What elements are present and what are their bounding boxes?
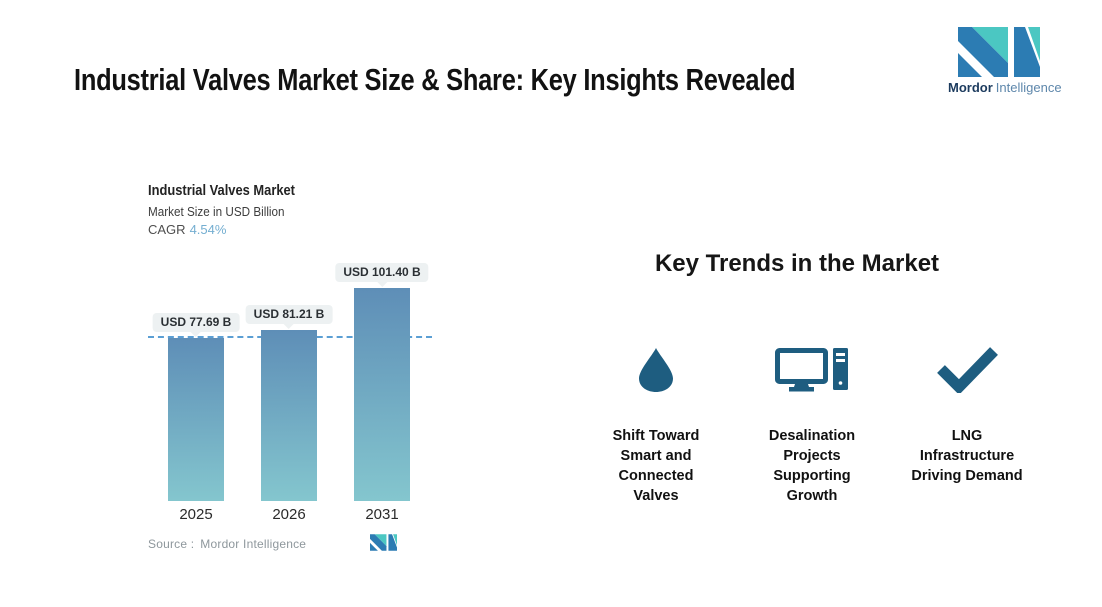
brand-logo: Mordor Intelligence	[948, 27, 1068, 95]
brand-name-bold: Mordor	[948, 80, 993, 95]
brand-name-light: Intelligence	[995, 80, 1062, 95]
mordor-intelligence-logo-icon	[958, 27, 1040, 77]
desktop-computer-icon	[775, 348, 848, 392]
brand-name: Mordor Intelligence	[948, 80, 1068, 95]
x-axis-label: 2031	[365, 506, 399, 523]
trend-icon-wrap	[742, 344, 882, 396]
trend-item-lng: LNG Infrastructure Driving Demand	[897, 344, 1037, 486]
chart-subtitle: Market Size in USD Billion	[148, 204, 285, 219]
checkmark-icon	[937, 347, 998, 393]
source-label: Source :	[148, 537, 195, 551]
chart-cagr: CAGR 4.54%	[148, 222, 226, 237]
mordor-intelligence-mini-logo-icon	[370, 534, 397, 551]
trend-item-desalination: Desalination Projects Supporting Growth	[742, 344, 882, 506]
trend-label: Shift Toward Smart and Connected Valves	[612, 428, 700, 504]
chart-title: Industrial Valves Market	[148, 182, 295, 199]
chart-source: Source : Mordor Intelligence	[148, 537, 306, 551]
trend-label: LNG Infrastructure Driving Demand	[911, 428, 1023, 484]
bar-value-label: USD 101.40 B	[335, 263, 429, 287]
water-drop-icon	[639, 348, 673, 392]
page-title: Industrial Valves Market Size & Share: K…	[74, 62, 796, 97]
trend-label: Desalination Projects Supporting Growth	[768, 428, 856, 504]
bar-chart-plot: USD 77.69 B 2025 USD 81.21 B 2026 USD 101.40…	[148, 250, 432, 523]
x-axis-label: 2025	[179, 506, 213, 523]
trend-item-smart-valves: Shift Toward Smart and Connected Valves	[586, 344, 726, 506]
trend-icon-wrap	[586, 344, 726, 396]
bar-2026	[261, 330, 317, 501]
source-value: Mordor Intelligence	[200, 537, 307, 551]
trends-heading: Key Trends in the Market	[654, 250, 940, 277]
cagr-label: CAGR	[148, 222, 186, 237]
bar-2025	[168, 338, 224, 501]
bar-value-label: USD 77.69 B	[152, 313, 240, 337]
x-axis-label: 2026	[272, 506, 306, 523]
trend-icon-wrap	[897, 344, 1037, 396]
bar-2031	[354, 288, 410, 501]
bar-value-label: USD 81.21 B	[245, 305, 333, 329]
cagr-value: 4.54%	[189, 222, 227, 237]
